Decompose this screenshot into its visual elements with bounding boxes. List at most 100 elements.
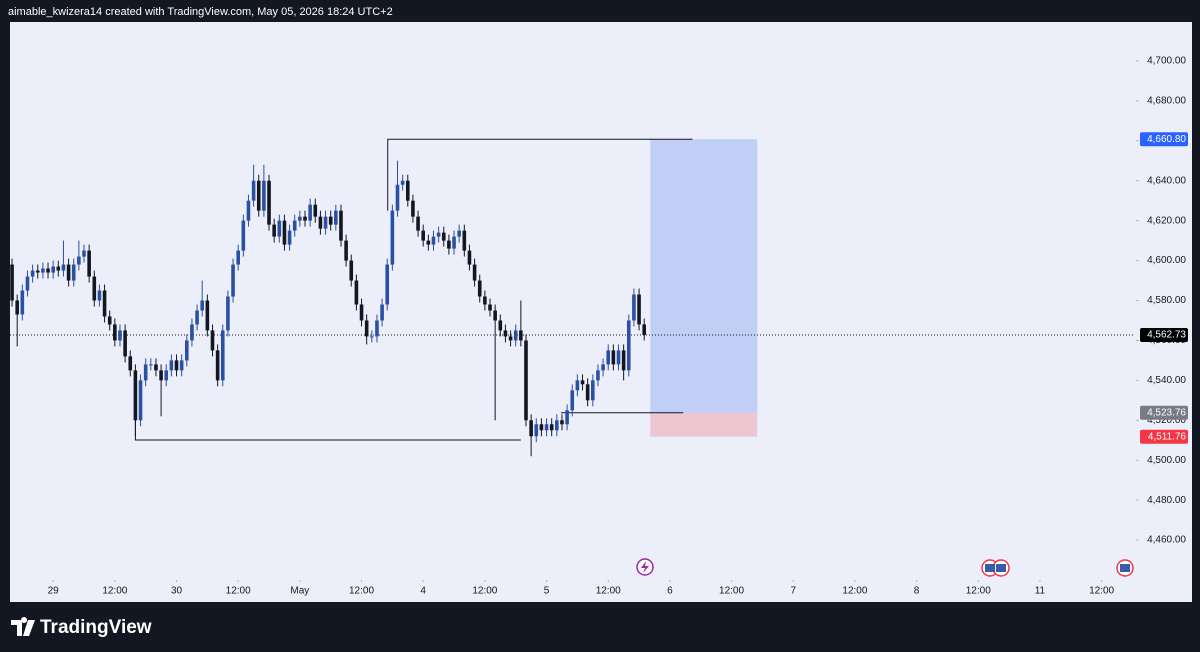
candle-body (632, 294, 636, 321)
y-tick-label: 4,680.00 (1147, 95, 1186, 106)
price-label-box (1140, 132, 1188, 147)
candle-body (606, 350, 611, 365)
candle-body (339, 210, 343, 241)
candle-body (472, 264, 477, 281)
x-tick-label: 12:00 (102, 586, 127, 597)
price-label: 4,562.73 (1147, 330, 1186, 341)
candle-body (138, 380, 143, 421)
candle-body (128, 356, 133, 371)
candle-body (241, 220, 246, 251)
x-tick-label: 6 (667, 586, 673, 597)
candle-body (262, 180, 266, 211)
candle-body (118, 330, 122, 341)
candle-body (385, 264, 390, 305)
candle-body (452, 236, 456, 249)
candle-body (549, 424, 554, 431)
candle-body (334, 210, 338, 225)
candle-body (370, 336, 374, 338)
stop-zone (650, 412, 758, 437)
candle-body (575, 380, 580, 391)
candle-body (555, 420, 559, 431)
candle-body (349, 260, 354, 281)
candle-body (41, 268, 45, 273)
candle-body (580, 380, 585, 385)
candle-body (82, 250, 86, 257)
x-tick-label: 12:00 (596, 586, 621, 597)
candle-body (303, 216, 307, 221)
candle-body (267, 180, 271, 225)
logo-mark (11, 617, 35, 636)
candle-body (400, 180, 405, 185)
plot: 4,460.00 4,480.00 4,500.00 4,520.00 4,540.00… (10, 56, 1188, 597)
candle-body (436, 232, 441, 237)
logo-text: TradingView (40, 617, 152, 638)
candle-body (616, 350, 621, 365)
candle-body (483, 296, 487, 305)
candle-body (405, 180, 410, 201)
candle-body (210, 330, 215, 351)
y-tick-label: 4,620.00 (1147, 215, 1186, 226)
candle-body (184, 340, 189, 361)
candle-body (71, 264, 76, 281)
candle-body (359, 304, 364, 321)
candle-body (426, 240, 431, 245)
candle-body (205, 300, 210, 331)
candle-body (375, 320, 379, 337)
candle-body (123, 330, 127, 357)
candle-body (251, 180, 256, 201)
x-tick-label: 12:00 (966, 586, 991, 597)
candle-body (220, 330, 225, 381)
candle-body (519, 330, 523, 341)
candle-body (591, 380, 595, 401)
candle-body (215, 350, 220, 381)
event-icon (985, 564, 995, 572)
trend-line (387, 138, 693, 211)
chart-panel (10, 22, 1192, 602)
candle-body (503, 330, 508, 337)
y-tick-label: 4,600.00 (1147, 255, 1186, 266)
y-tick-label: 4,520.00 (1147, 415, 1186, 426)
candle-body (318, 216, 323, 229)
candle-body (467, 250, 472, 265)
candle-body (46, 268, 50, 273)
candle-body (539, 424, 544, 431)
price-label-box (1140, 327, 1188, 342)
candle-body (565, 410, 569, 425)
x-tick-label: 12:00 (842, 586, 867, 597)
x-tick-label: 12:00 (719, 586, 744, 597)
candle-body (226, 296, 230, 331)
candle-body (498, 320, 503, 331)
candle-body (626, 320, 631, 371)
y-tick-label: 4,460.00 (1147, 535, 1186, 546)
candle-body (534, 424, 539, 437)
event-icons (636, 558, 1134, 577)
candle-body (282, 220, 287, 245)
candle-body (154, 364, 158, 371)
candle-body (596, 370, 600, 381)
price-label: 4,660.80 (1147, 134, 1186, 145)
candle-body (179, 360, 184, 371)
candle-body (113, 324, 117, 341)
candle-body (477, 280, 482, 297)
candle-body (30, 270, 35, 277)
candle-body (621, 350, 626, 371)
y-tick-label: 4,580.00 (1147, 295, 1186, 306)
y-tick-label: 4,700.00 (1147, 56, 1186, 67)
candle-body (272, 224, 276, 237)
price-label: 4,511.76 (1148, 431, 1187, 442)
y-tick-label: 4,480.00 (1147, 495, 1186, 506)
candle-body (395, 184, 400, 211)
candle-body (637, 294, 641, 325)
candle-body (164, 370, 169, 381)
candle-body (354, 280, 359, 305)
x-tick-label: 29 (48, 586, 60, 597)
candle-body (431, 236, 436, 245)
candle-body (488, 304, 492, 311)
candle-body (246, 200, 251, 221)
candle-body (544, 424, 549, 431)
candle-body (411, 200, 415, 217)
candle-body (143, 364, 148, 381)
candle-body (10, 264, 14, 301)
